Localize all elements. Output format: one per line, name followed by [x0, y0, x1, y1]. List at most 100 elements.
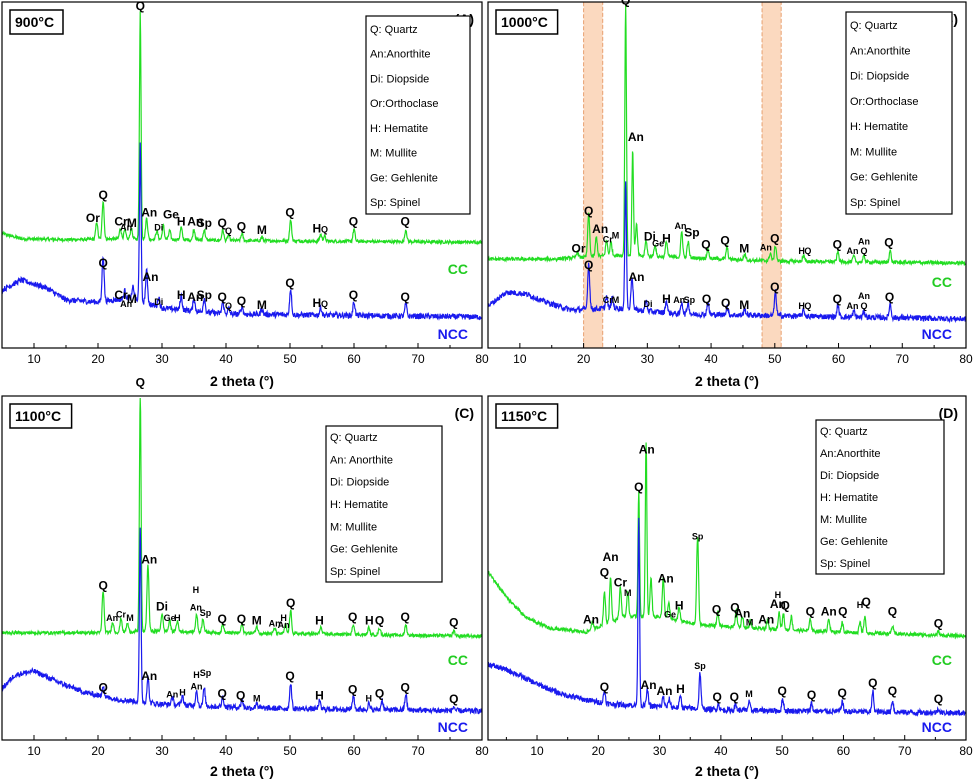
legend-entry: Sp: Spinel	[330, 566, 380, 578]
x-axis-label: 2 theta (°)	[695, 763, 759, 779]
series-line-ncc	[487, 517, 967, 717]
peak-label: M	[624, 588, 632, 598]
x-tick-label: 60	[347, 352, 361, 366]
plot-frame	[1, 1, 483, 349]
peak-label: Q	[600, 680, 609, 694]
legend-entry: Or:Orthoclase	[370, 98, 438, 110]
x-tick-label: 80	[475, 744, 489, 758]
series-name-ncc: NCC	[438, 326, 468, 342]
peak-label: Q	[217, 290, 226, 304]
series-name-cc: CC	[932, 274, 952, 290]
peak-label: Q	[449, 692, 458, 706]
peak-label: H	[676, 682, 685, 696]
peak-label: Q	[401, 290, 410, 304]
peak-label: M	[739, 241, 749, 255]
x-tick-label: 10	[513, 352, 527, 366]
peak-label: An	[603, 550, 619, 564]
peak-label: An	[166, 689, 178, 699]
peak-label: Q	[237, 612, 246, 626]
series-line-ncc	[487, 181, 967, 324]
peak-label: An	[142, 270, 158, 284]
legend-entry: M: Mullite	[850, 146, 897, 158]
legend-entry: M: Mullite	[370, 148, 417, 160]
peak-label: An	[187, 290, 203, 304]
peak-label: H	[798, 246, 805, 256]
temperature-title: 1000°C	[501, 14, 548, 30]
peak-label: Ge	[164, 613, 176, 623]
series-name-ncc: NCC	[438, 719, 468, 735]
peak-label: Q	[348, 610, 357, 624]
peak-label: H	[798, 301, 805, 311]
x-tick-label: 20	[91, 352, 105, 366]
peak-label: H	[193, 585, 200, 595]
x-tick-label: 10	[27, 744, 41, 758]
peak-label: M	[257, 298, 267, 312]
peak-label: H	[177, 288, 186, 302]
plot-frame	[487, 395, 967, 741]
temperature-box	[495, 403, 559, 429]
peak-label: Q	[401, 681, 410, 695]
peak-label: An	[674, 221, 686, 231]
peak-label: Cr	[603, 235, 613, 245]
peak-label: Q	[225, 226, 232, 236]
peak-label: An	[141, 552, 157, 566]
peak-label: An	[187, 214, 203, 228]
x-tick-label: 50	[768, 352, 782, 366]
legend-entry: M: Mullite	[330, 521, 377, 533]
x-tick-label: 70	[411, 744, 425, 758]
peak-label: M	[739, 298, 749, 312]
series-name-ncc: NCC	[922, 719, 952, 735]
peak-label: An	[190, 603, 202, 613]
panel-tag: (C)	[455, 405, 474, 421]
legend-entry: Q: Quartz	[330, 432, 378, 444]
plot-frame	[487, 1, 967, 349]
peak-label: H	[662, 232, 671, 246]
x-tick-label: 30	[155, 352, 169, 366]
legend-entry: Sp: Spinel	[820, 558, 870, 570]
peak-label: Q	[868, 676, 877, 690]
peak-label: Di	[156, 600, 168, 614]
peak-label: An	[641, 678, 657, 692]
legend-entry: Q: Quartz	[370, 24, 418, 36]
peak-label: H	[315, 688, 324, 702]
peak-label: Q	[634, 480, 643, 494]
peak-label: Q	[770, 280, 779, 294]
x-tick-label: 30	[641, 352, 655, 366]
peak-label: Q	[136, 0, 145, 13]
peak-label: Sp	[684, 226, 699, 240]
peak-label: An	[639, 443, 655, 457]
x-tick-label: 30	[155, 744, 169, 758]
peak-label: M	[127, 216, 137, 230]
peak-label: Q	[286, 596, 295, 610]
peak-label: Di	[154, 223, 163, 233]
peak-label: Q	[833, 292, 842, 306]
series-line-cc	[1, 397, 483, 640]
peak-label: H	[315, 614, 324, 628]
peak-label: Cr	[614, 575, 628, 589]
series-name-cc: CC	[448, 261, 468, 277]
peak-label: H	[179, 687, 186, 697]
legend-entry: An:Anorthite	[820, 448, 881, 460]
peak-label: Or	[571, 241, 585, 255]
peak-label: Sp	[200, 668, 212, 678]
peak-label: H	[174, 613, 181, 623]
peak-label: An	[770, 597, 786, 611]
peak-label: H	[280, 613, 287, 623]
peak-label: Q	[285, 669, 294, 683]
peak-label: M	[746, 617, 754, 627]
x-tick-label: 50	[283, 744, 297, 758]
peak-label: Q	[449, 615, 458, 629]
x-tick-label: 80	[959, 744, 973, 758]
temperature-title: 900°C	[15, 14, 54, 30]
peak-label: M	[126, 613, 134, 623]
peak-label: H	[857, 600, 864, 610]
x-axis-label: 2 theta (°)	[210, 373, 274, 389]
x-tick-label: 70	[898, 744, 912, 758]
legend-entry: H: Hematite	[820, 492, 878, 504]
peak-label: Di	[644, 230, 656, 244]
peak-label: Q	[884, 235, 893, 249]
x-tick-label: 40	[704, 352, 718, 366]
peak-label: M	[612, 231, 620, 241]
legend-entry: Ge: Gehlenite	[330, 544, 398, 556]
peak-label: Cr	[603, 295, 613, 305]
